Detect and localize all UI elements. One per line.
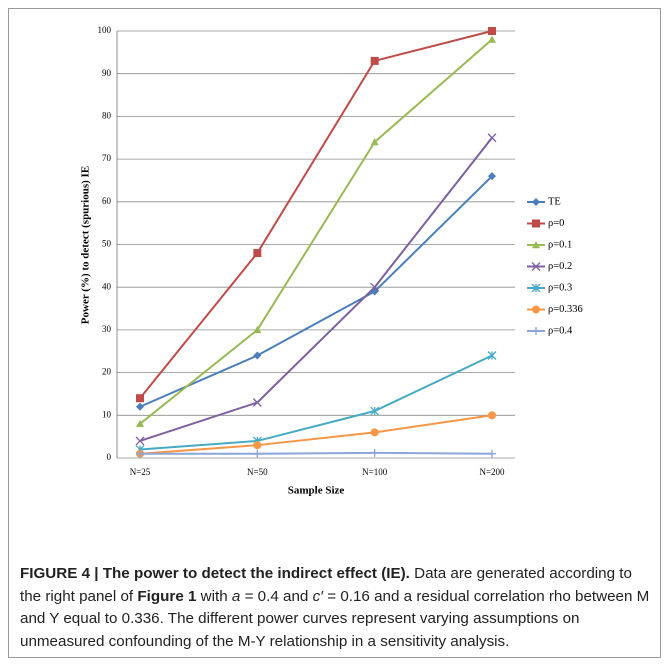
y-tick-label: 30 [102,324,112,334]
marker [370,138,379,146]
marker [531,283,541,293]
legend-label: ρ=0.3 [548,282,572,293]
series-line [140,451,493,455]
marker [136,449,144,458]
marker [532,327,540,335]
x-tick-label: N=25 [130,467,151,477]
caption-text: = 0.16 and a residual correlation rho be… [20,587,650,650]
caption-text: with [196,587,232,605]
y-axis-title: Power (%) to detect (spurious) IE [80,166,92,324]
series-line [139,30,493,399]
marker [136,419,144,428]
marker [253,325,262,334]
marker [136,402,144,411]
caption-var: c′ [312,587,324,605]
y-tick-label: 70 [102,153,112,163]
y-tick-label: 90 [102,68,112,78]
caption-text: = 0.4 and [240,587,313,605]
marker [488,449,496,458]
x-tick-label: N=50 [247,467,268,477]
series-line [139,354,493,451]
marker [532,305,540,314]
marker [532,241,540,249]
series-line [139,414,493,455]
marker [370,448,379,457]
legend-label: ρ=0.4 [548,325,573,336]
caption-title: FIGURE 4 | The power to detect the indir… [20,565,410,582]
y-tick-label: 40 [102,281,112,291]
marker [488,35,496,43]
marker [370,428,379,437]
y-tick-label: 0 [107,452,112,462]
marker [253,249,262,258]
marker [370,406,380,416]
x-tick-label: N=100 [362,467,388,477]
y-tick-label: 80 [102,110,112,120]
marker [252,398,262,407]
marker [253,449,262,458]
marker [253,441,262,450]
legend-label: ρ=0 [548,218,564,229]
marker [487,351,497,360]
marker [532,198,540,206]
marker [487,133,497,143]
marker [532,219,540,228]
marker [488,411,496,420]
legend-label: ρ=0.1 [548,239,572,250]
legend-label: ρ=0.2 [548,261,572,272]
series-line [139,38,493,425]
y-tick-label: 50 [102,239,112,249]
chart: Power (%) to detect (spurious) IE Sample… [80,25,583,497]
marker [488,172,496,181]
x-tick-label: N=200 [479,467,505,477]
caption-var: a [231,587,241,605]
y-tick-label: 10 [102,409,112,419]
x-axis-title: Sample Size [288,485,345,497]
marker [136,394,144,403]
legend-label: ρ=0.336 [548,304,583,315]
caption-text: Data are generated according to the righ… [20,565,632,605]
series-line [139,175,493,408]
series-line [139,137,493,442]
figure-frame [8,8,661,658]
y-tick-label: 60 [102,196,112,206]
marker [531,262,541,271]
marker [253,351,262,360]
marker [370,282,380,292]
caption-ref: Figure 1 [137,587,197,605]
marker [135,436,145,446]
caption: FIGURE 4 | The power to detect the indir… [20,563,655,653]
marker [488,27,496,35]
legend-label: TE [548,196,561,207]
y-tick-label: 100 [98,25,112,35]
y-tick-label: 20 [102,367,112,377]
marker [370,56,379,65]
